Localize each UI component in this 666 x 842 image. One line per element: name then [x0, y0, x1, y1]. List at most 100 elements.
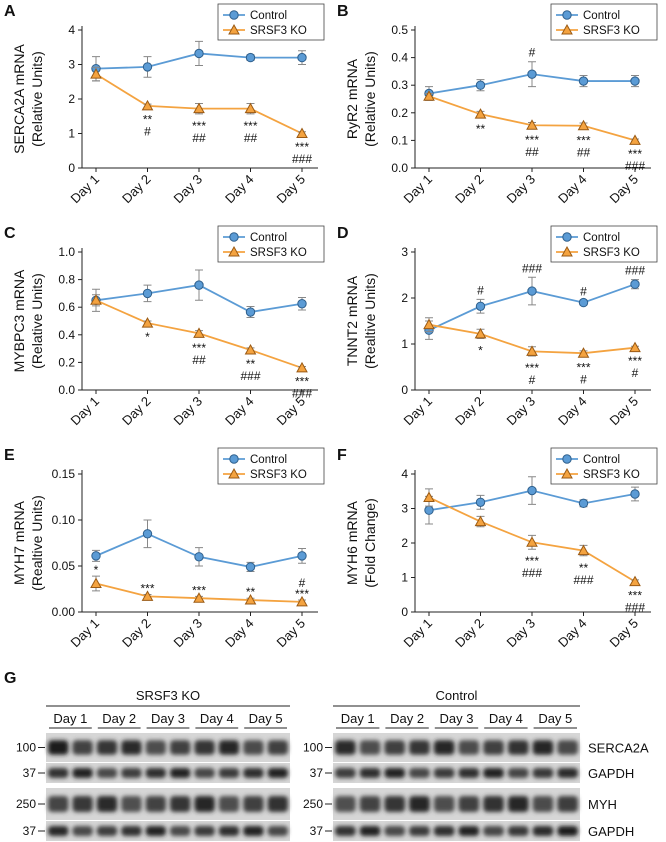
significance-mark: ** [246, 585, 256, 599]
lane-label: Day 4 [200, 711, 234, 726]
blot-band [507, 826, 529, 836]
blot-band [48, 826, 69, 836]
significance-mark: ** [476, 122, 486, 136]
lane-label: Day 1 [341, 711, 375, 726]
significance-mark: ** [246, 357, 256, 371]
y-tick-label: 0 [68, 161, 75, 175]
blot-band [121, 826, 142, 836]
marker [193, 592, 205, 603]
band-label: GAPDH [588, 824, 634, 839]
marker [526, 119, 538, 130]
blot-band [483, 768, 504, 778]
blot-band [121, 768, 142, 778]
y-axis-label: (Realtive Units) [362, 273, 378, 369]
marker [578, 498, 589, 509]
blot-band [557, 740, 578, 755]
marker [141, 99, 154, 111]
y-tick-label: 0.00 [52, 605, 76, 619]
blot-band [483, 740, 504, 755]
blot-band [243, 826, 264, 836]
panel-letter: F [337, 447, 347, 464]
x-tick-label: Day 1 [67, 394, 102, 429]
marker [244, 594, 257, 605]
marker [526, 345, 538, 356]
blot-band [72, 740, 93, 755]
y-axis-label: (Relative Units) [29, 51, 45, 147]
blot-band [458, 796, 480, 812]
blot-band [359, 796, 381, 812]
significance-mark: * [94, 563, 99, 577]
marker [228, 245, 240, 257]
lane-label: Day 5 [538, 711, 572, 726]
blot-band [267, 768, 288, 778]
marker [245, 307, 256, 317]
marker [578, 297, 589, 308]
marker [194, 552, 204, 562]
blot-band [384, 740, 406, 755]
significance-mark: # [477, 283, 484, 297]
blot-band [507, 768, 529, 778]
blot-band [96, 826, 118, 836]
legend-label: Control [583, 454, 620, 466]
marker [141, 317, 154, 328]
y-axis-label: (Relative Units) [29, 273, 45, 369]
lane-label: Day 3 [440, 711, 474, 726]
blot-band [532, 826, 554, 836]
x-tick-label: Day 1 [67, 616, 102, 651]
blot-band [433, 740, 455, 755]
marker [527, 69, 537, 79]
panel-letter: D [337, 225, 349, 242]
blot-band [145, 796, 166, 812]
significance-mark: ### [522, 261, 542, 275]
legend-label: Control [250, 454, 287, 466]
marker [193, 327, 205, 338]
significance-mark: *** [628, 147, 642, 161]
blot-band [335, 826, 356, 836]
blot-band [532, 796, 554, 812]
blot-band [48, 740, 69, 755]
x-tick-label: Day 4 [222, 616, 257, 651]
x-tick-label: Day 3 [503, 394, 538, 429]
y-axis-label: (Fold Change) [362, 498, 378, 588]
marker [474, 108, 487, 119]
blot-band [458, 740, 480, 755]
significance-mark: # [529, 46, 536, 60]
blot-band [96, 740, 118, 755]
y-tick-label: 2 [401, 291, 408, 305]
blot-band [409, 796, 430, 812]
blot-band [335, 740, 356, 755]
marker [424, 505, 434, 515]
legend-label: Control [583, 232, 620, 244]
marker [142, 62, 153, 72]
marker [577, 544, 590, 556]
x-tick-label: Day 5 [606, 616, 641, 651]
blot-band [409, 740, 430, 755]
marker [561, 467, 573, 479]
significance-mark: ## [525, 145, 539, 159]
blot-band [359, 768, 381, 778]
y-tick-label: 3 [401, 502, 408, 516]
lane-label: Day 2 [102, 711, 136, 726]
y-tick-label: 0.05 [52, 559, 76, 573]
blot-band [145, 768, 166, 778]
blot-band [359, 826, 381, 836]
y-tick-label: 0.3 [391, 78, 408, 92]
blot-band [458, 768, 480, 778]
blot-band [335, 796, 356, 812]
marker [91, 551, 101, 561]
marker [526, 536, 538, 547]
blot-band [267, 796, 288, 812]
blot-band [384, 796, 406, 812]
x-tick-label: Day 2 [119, 394, 154, 429]
y-axis-label: TNNT2 mRNA [344, 275, 360, 366]
marker [244, 102, 257, 114]
marker [423, 90, 435, 101]
significance-mark: *** [192, 341, 206, 355]
group-title: Control [436, 688, 478, 703]
marker [90, 577, 102, 588]
legend-label: Control [250, 10, 287, 22]
y-axis-label: MYH7 mRNA [11, 500, 27, 585]
size-marker: 250 [303, 797, 323, 811]
significance-mark: *** [243, 119, 257, 133]
y-tick-label: 0.0 [391, 161, 408, 175]
